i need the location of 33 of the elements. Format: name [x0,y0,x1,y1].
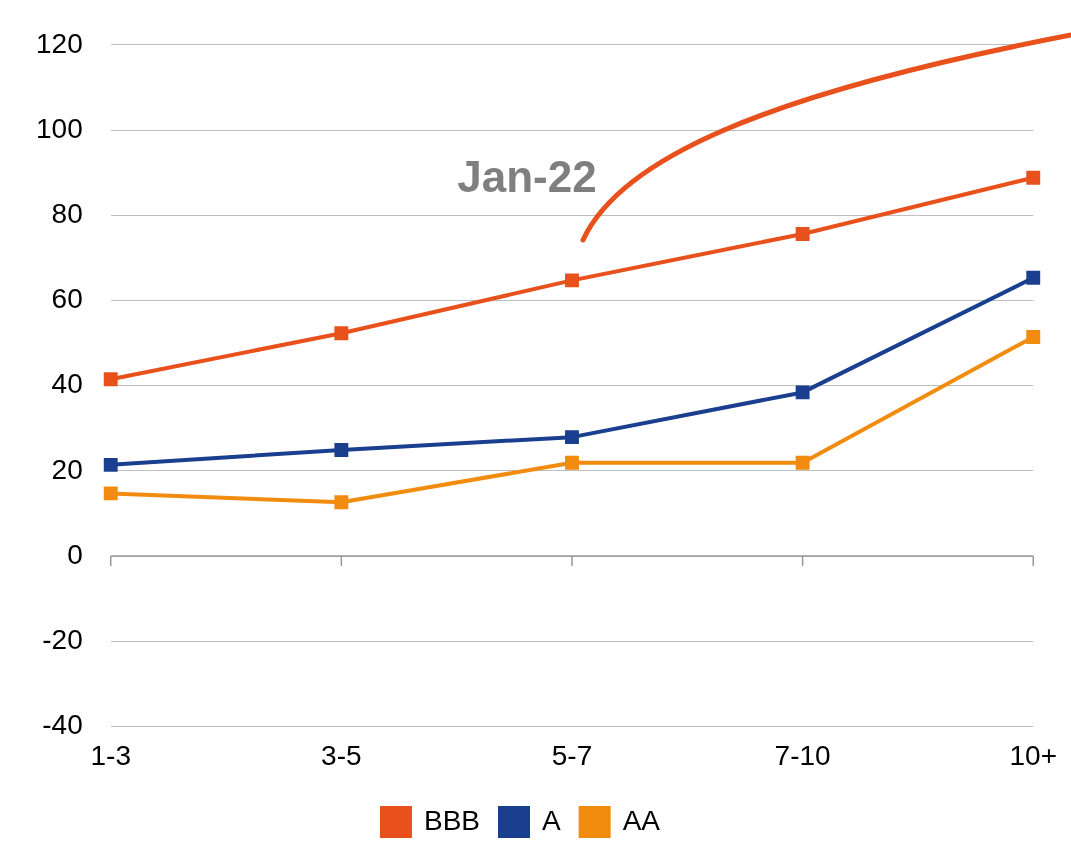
y-tick-label: 40 [51,368,83,400]
y-tick-label: 80 [51,197,83,229]
y-tick-label: -20 [42,623,83,655]
y-tick-label: 120 [36,27,83,59]
point [1026,270,1041,285]
x-tick-label: 1-3 [90,739,131,771]
point [565,455,579,470]
point [103,372,118,387]
x-tick-label: 10+ [1009,739,1057,771]
point [334,495,349,510]
point [795,455,810,470]
point [1026,170,1041,185]
point [103,457,118,472]
point [565,273,579,288]
point [565,430,579,445]
point [103,486,118,501]
annotation: Jan-22 [457,152,597,202]
point [795,226,810,241]
x-tick-label: 5-7 [551,739,593,771]
point [334,326,349,341]
y-tick-label: -40 [42,709,83,741]
y-tick-label: 0 [67,538,83,570]
point [334,442,349,457]
legend-label: BBB [423,804,480,836]
y-tick-label: 20 [51,453,83,485]
x-tick-label: 7-10 [774,739,831,771]
y-tick-label: 60 [51,283,83,315]
legend-label: A [542,804,561,836]
point [1026,330,1041,344]
point [795,385,810,400]
y-tick-label: 100 [36,112,83,144]
legend-label: AA [622,804,661,836]
x-tick-label: 3-5 [321,739,362,771]
